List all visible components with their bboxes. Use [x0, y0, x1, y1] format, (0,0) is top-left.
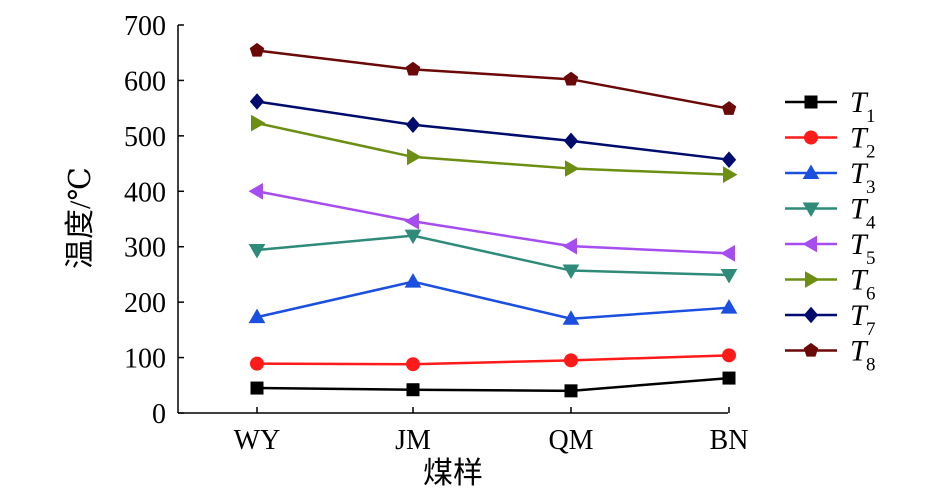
data-point [720, 245, 735, 262]
legend-marker [804, 95, 818, 109]
legend-marker [805, 271, 820, 288]
y-tick-label: 500 [124, 122, 166, 153]
y-tick-label: 700 [124, 11, 166, 42]
data-point [406, 383, 420, 397]
data-point [251, 114, 266, 132]
legend-label: T [850, 335, 869, 368]
x-axis-label: 煤样 [423, 457, 483, 490]
y-tick-label: 100 [124, 344, 166, 375]
legend-subscript: 2 [866, 142, 876, 163]
data-point [720, 268, 738, 284]
data-point [562, 237, 577, 255]
legend-subscript: 8 [866, 355, 876, 376]
data-point [564, 384, 578, 398]
y-axis-label: 温度/℃ [64, 167, 97, 269]
series-line [256, 354, 730, 366]
data-point [406, 357, 420, 372]
legend-marker [802, 202, 820, 218]
series-T4 [248, 229, 738, 284]
legend-subscript: 4 [866, 213, 876, 234]
data-point [721, 151, 737, 168]
legend-label: T [850, 228, 869, 261]
y-tick-label: 300 [124, 233, 166, 264]
series-T6 [251, 114, 738, 184]
data-point [248, 308, 266, 324]
data-point [563, 71, 579, 86]
series-T8 [249, 42, 737, 115]
data-point [248, 244, 266, 259]
series-line [256, 121, 730, 176]
legend-subscript: 5 [866, 248, 876, 269]
x-tick-label: QM [548, 425, 593, 456]
legend-subscript: 7 [866, 319, 876, 340]
legend-subscript: 6 [866, 284, 876, 305]
series-line [256, 100, 730, 161]
legend-label: T [850, 157, 869, 190]
legend-label: T [850, 299, 869, 332]
legend-subscript: 1 [866, 106, 876, 127]
legend: T 1T 2T 3T 4T 5T 6T 7T 8 [785, 86, 876, 376]
series-line [256, 376, 730, 393]
data-point [722, 371, 736, 385]
series-line [256, 280, 730, 321]
legend-marker [802, 235, 817, 253]
series-T3 [248, 273, 738, 325]
series-T1 [250, 371, 736, 398]
data-point [721, 101, 737, 115]
x-tick-label: JM [395, 425, 431, 456]
legend-marker [803, 306, 819, 324]
data-point [404, 229, 422, 245]
data-point [564, 353, 578, 368]
data-point [250, 381, 264, 395]
data-point [248, 182, 263, 200]
data-point [565, 160, 580, 177]
y-tick-label: 400 [124, 177, 166, 208]
legend-marker [804, 130, 818, 145]
data-point [562, 310, 580, 325]
series-layer [248, 42, 738, 398]
data-point [722, 348, 736, 363]
legend-subscript: 3 [866, 177, 876, 198]
axes: 0 100 200 300 400 500 600 700 WY JM QM BN [124, 11, 748, 456]
series-T5 [248, 182, 735, 262]
data-point [563, 132, 579, 150]
data-point [249, 42, 265, 57]
legend-marker [803, 342, 819, 357]
data-point [249, 93, 265, 110]
legend-marker [802, 164, 820, 179]
data-point [723, 166, 738, 184]
data-point [404, 212, 419, 230]
series-line [256, 234, 730, 277]
series-line [256, 190, 730, 255]
legend-label: T [850, 264, 869, 297]
legend-label: T [850, 193, 869, 226]
series-line [256, 49, 730, 110]
data-point [720, 299, 738, 314]
data-point [405, 116, 421, 134]
data-point [250, 356, 264, 371]
legend-label: T [850, 86, 869, 119]
y-tick-label: 200 [124, 288, 166, 319]
data-point [562, 264, 580, 280]
legend-label: T [850, 122, 869, 155]
y-tick-label: 0 [152, 399, 166, 430]
series-T2 [250, 348, 736, 372]
data-point [407, 148, 422, 166]
x-tick-label: WY [234, 425, 281, 456]
y-tick-label: 600 [124, 66, 166, 97]
data-point [404, 273, 422, 288]
series-T7 [249, 93, 737, 168]
x-tick-label: BN [710, 425, 749, 456]
data-point [405, 61, 421, 76]
